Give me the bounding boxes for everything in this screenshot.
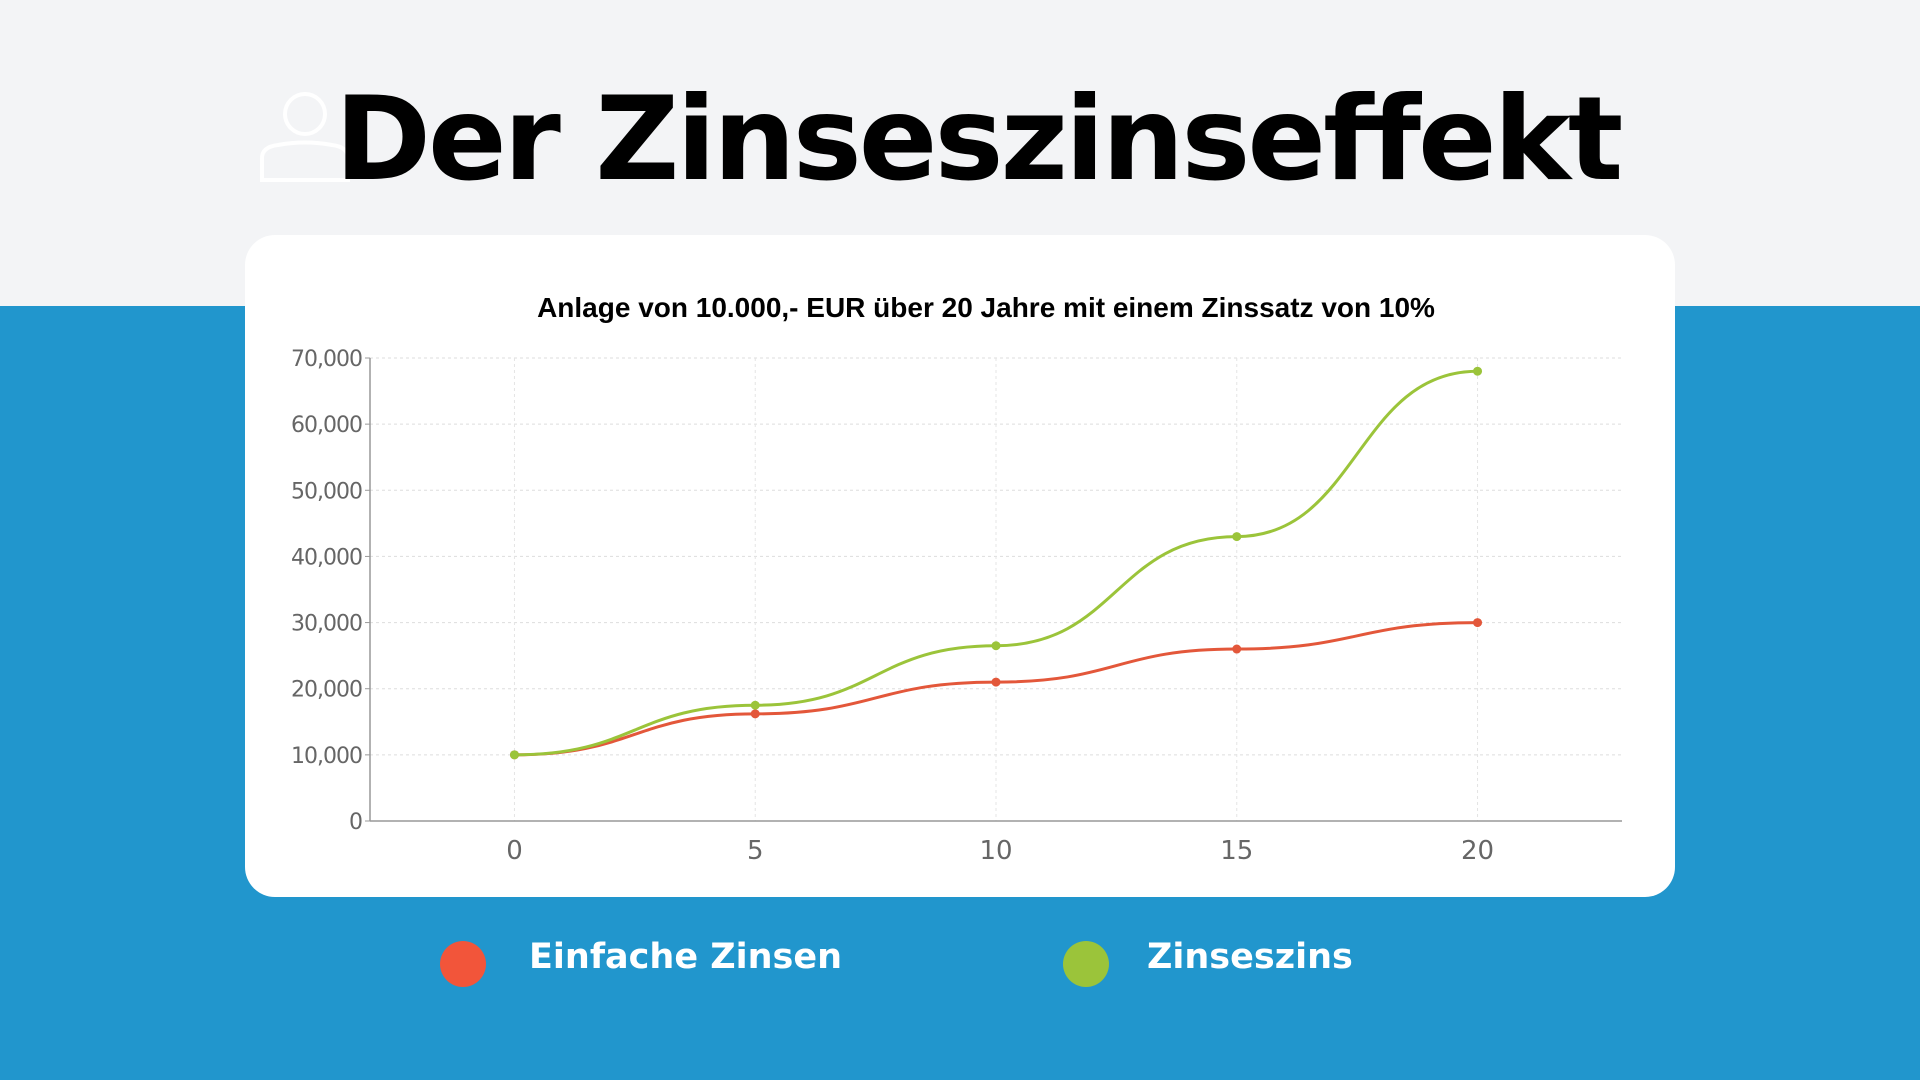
- page-title: Der Zinseszinseffekt: [334, 72, 1624, 207]
- x-tick-label: 0: [506, 836, 523, 866]
- line-chart: Anlage von 10.000,- EUR über 20 Jahre mi…: [291, 292, 1622, 866]
- legend-dot-einfache-zinsen: [440, 941, 486, 987]
- chart-card: Anlage von 10.000,- EUR über 20 Jahre mi…: [245, 235, 1675, 897]
- x-tick-label: 20: [1461, 836, 1494, 866]
- legend-label-einfache-zinsen: Einfache Zinsen: [529, 937, 843, 977]
- y-tick-label: 40,000: [291, 545, 362, 570]
- data-point: [991, 641, 1001, 651]
- y-tick-label: 0: [349, 810, 362, 835]
- data-point: [750, 709, 760, 719]
- y-tick-label: 50,000: [291, 479, 362, 504]
- y-tick-label: 10,000: [291, 744, 362, 769]
- chart-title: Anlage von 10.000,- EUR über 20 Jahre mi…: [537, 292, 1435, 323]
- x-tick-label: 5: [747, 836, 764, 866]
- legend-label-zinseszins: Zinseszins: [1147, 937, 1353, 977]
- x-tick-label: 15: [1220, 836, 1253, 866]
- y-tick-label: 30,000: [291, 612, 362, 637]
- series-line-zinseszins: [514, 369, 1478, 757]
- data-point: [750, 700, 760, 710]
- y-tick-label: 20,000: [291, 678, 362, 703]
- data-point: [1232, 532, 1242, 542]
- x-tick-label: 10: [979, 836, 1012, 866]
- y-tick-label: 60,000: [291, 413, 362, 438]
- data-point: [1232, 644, 1242, 654]
- data-point: [991, 677, 1001, 687]
- y-tick-label: 70,000: [291, 347, 362, 372]
- data-point: [1473, 618, 1483, 628]
- data-point: [509, 750, 519, 760]
- user-icon: [260, 92, 350, 182]
- legend-dot-zinseszins: [1063, 941, 1109, 987]
- data-point: [1473, 366, 1483, 376]
